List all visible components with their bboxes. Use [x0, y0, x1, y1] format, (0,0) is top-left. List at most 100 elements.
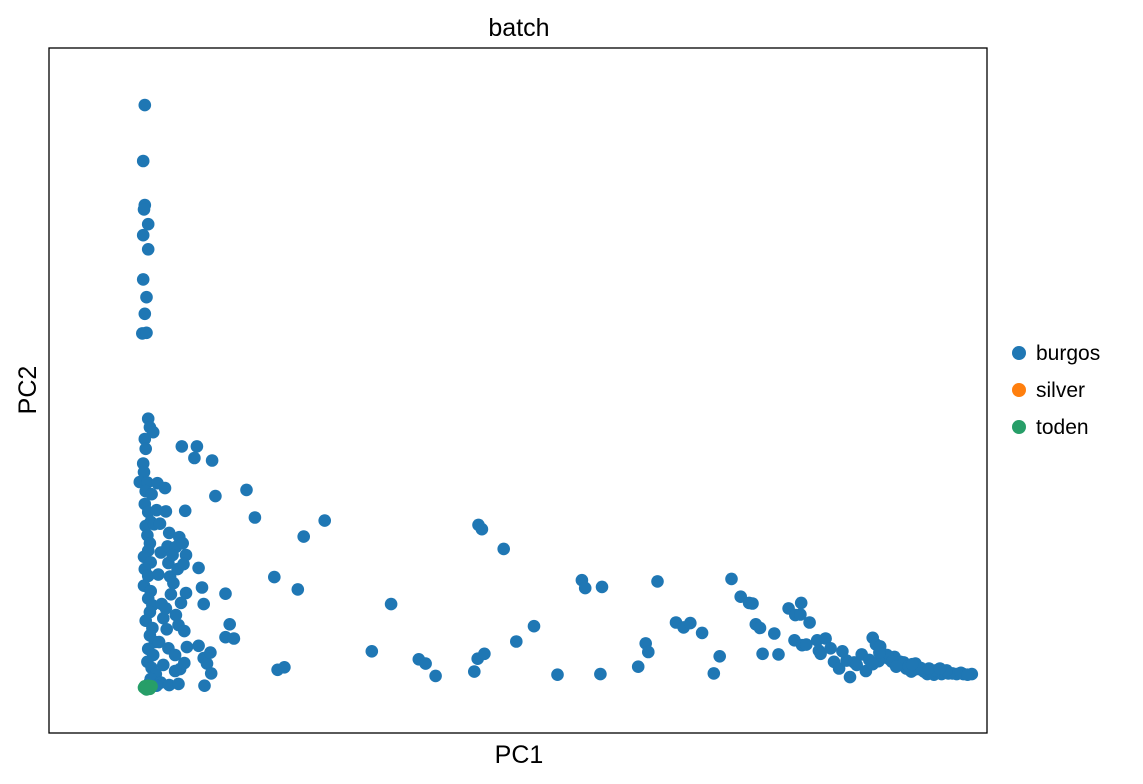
point-burgos	[429, 669, 442, 683]
point-burgos	[889, 660, 903, 673]
point-burgos	[159, 505, 173, 518]
point-burgos	[138, 432, 152, 446]
legend: burgos silver toden	[1012, 342, 1100, 439]
point-burgos	[174, 596, 188, 610]
point-burgos	[800, 638, 813, 651]
point-burgos	[178, 624, 191, 638]
point-burgos	[178, 504, 192, 518]
point-burgos	[961, 668, 974, 681]
point-burgos	[136, 154, 150, 168]
point-burgos	[141, 243, 155, 256]
point-burgos	[137, 203, 151, 216]
point-burgos	[188, 451, 201, 465]
y-axis-label: PC2	[14, 366, 42, 415]
legend-marker-toden	[1012, 420, 1026, 434]
point-burgos	[753, 621, 767, 635]
legend-label-silver: silver	[1036, 379, 1085, 402]
point-burgos	[140, 326, 153, 340]
point-burgos	[162, 526, 176, 540]
point-burgos	[145, 487, 158, 501]
point-burgos	[866, 657, 879, 671]
point-burgos	[152, 635, 166, 649]
point-burgos	[223, 618, 236, 631]
point-burgos	[631, 660, 645, 673]
point-burgos	[527, 619, 541, 633]
point-burgos	[873, 646, 886, 659]
point-burgos	[153, 517, 167, 530]
point-burgos	[478, 647, 491, 661]
point-burgos	[158, 481, 172, 495]
point-burgos	[180, 640, 194, 654]
point-burgos	[227, 632, 241, 645]
point-burgos	[594, 667, 607, 681]
point-burgos	[169, 608, 183, 622]
point-burgos	[819, 632, 832, 645]
legend-marker-burgos	[1012, 346, 1026, 360]
point-burgos	[905, 657, 919, 671]
point-burgos	[922, 662, 936, 675]
point-burgos	[497, 542, 511, 556]
point-burgos	[157, 658, 170, 672]
point-burgos	[248, 511, 262, 524]
point-burgos	[140, 290, 153, 304]
legend-marker-silver	[1012, 383, 1026, 397]
point-burgos	[836, 645, 849, 658]
point-burgos	[204, 646, 217, 659]
point-burgos	[166, 548, 179, 562]
point-burgos	[179, 586, 193, 600]
point-burgos	[141, 569, 155, 583]
legend-label-burgos: burgos	[1036, 342, 1100, 365]
point-burgos	[195, 581, 209, 594]
points-layer	[133, 98, 979, 696]
point-burgos	[150, 503, 163, 517]
point-burgos	[278, 661, 291, 674]
point-burgos	[933, 662, 947, 675]
point-burgos	[138, 307, 152, 321]
point-burgos	[746, 597, 759, 610]
point-burgos	[772, 648, 785, 661]
point-burgos	[695, 626, 709, 640]
point-burgos	[843, 670, 857, 684]
point-burgos	[157, 611, 170, 625]
point-burgos	[642, 645, 655, 659]
point-burgos	[713, 650, 726, 663]
point-burgos	[200, 657, 214, 670]
point-burgos	[510, 635, 523, 648]
point-burgos	[384, 597, 398, 611]
point-burgos	[595, 580, 609, 594]
point-burgos	[178, 656, 191, 670]
point-burgos	[172, 677, 185, 691]
plot-frame	[48, 47, 988, 734]
point-burgos	[192, 561, 205, 575]
point-burgos	[768, 627, 781, 640]
point-burgos	[168, 648, 182, 662]
point-burgos	[468, 665, 481, 678]
point-burgos	[240, 483, 253, 497]
point-burgos	[176, 537, 189, 550]
point-burgos	[152, 568, 165, 581]
x-axis-label: PC1	[495, 741, 544, 769]
point-burgos	[168, 664, 182, 678]
point-burgos	[651, 575, 664, 588]
point-burgos	[167, 576, 180, 590]
point-burgos	[192, 639, 205, 653]
point-burgos	[198, 679, 211, 692]
point-burgos	[551, 668, 564, 681]
legend-label-toden: toden	[1036, 416, 1089, 439]
point-burgos	[832, 662, 846, 675]
point-burgos	[794, 596, 808, 610]
point-burgos	[175, 440, 189, 453]
point-burgos	[794, 608, 807, 621]
point-burgos	[190, 440, 204, 453]
point-burgos	[205, 454, 219, 467]
point-burgos	[141, 217, 155, 231]
point-burgos	[162, 678, 176, 692]
point-burgos	[707, 667, 721, 680]
point-burgos	[824, 642, 837, 655]
point-burgos	[291, 583, 305, 596]
point-burgos	[204, 667, 218, 680]
point-burgos	[578, 581, 592, 595]
point-burgos	[146, 425, 160, 439]
point-burgos	[159, 602, 173, 615]
